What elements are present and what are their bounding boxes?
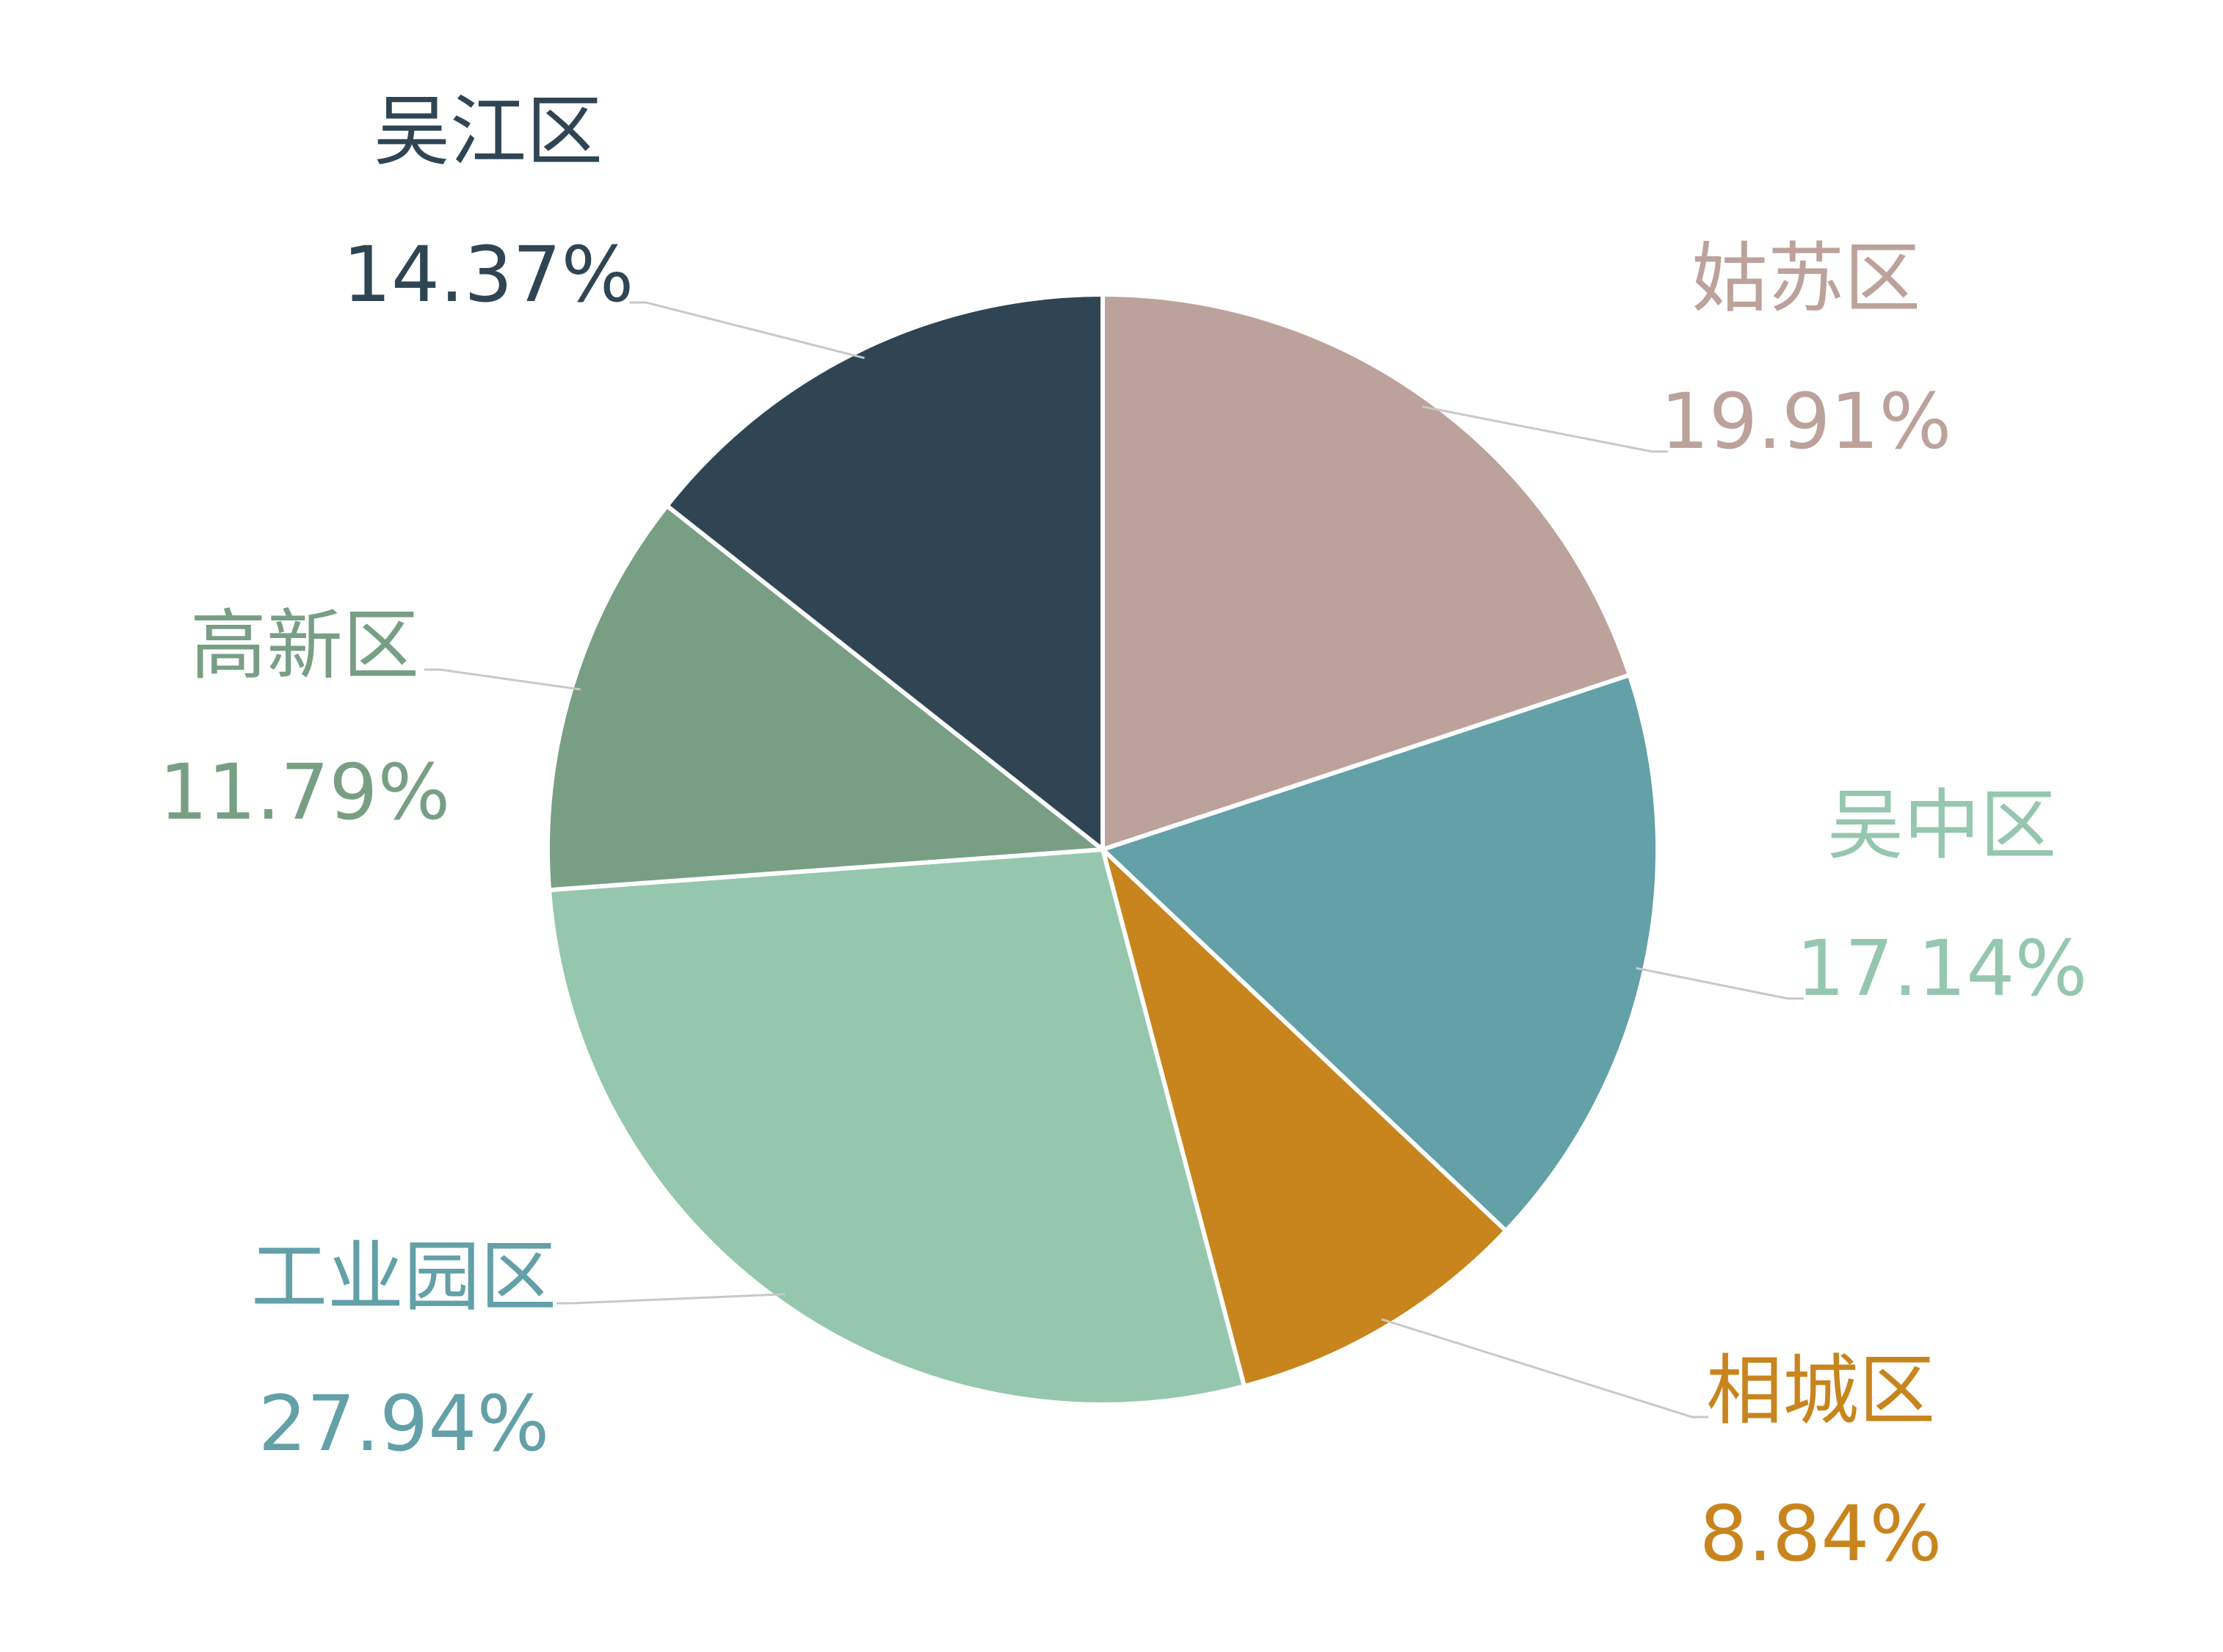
leader-line	[1636, 967, 1804, 1000]
pie-slice	[547, 847, 1247, 1407]
pie-slice	[664, 292, 1105, 852]
leader-lines	[424, 301, 1804, 1419]
slice-name-label: 姑苏区	[1691, 233, 1921, 323]
slice-name-label: 工业园区	[251, 1232, 556, 1322]
pie-slice	[1100, 292, 1632, 852]
pie-slice	[1100, 847, 1509, 1388]
slice-percent-label: 11.79%	[159, 747, 451, 837]
slice-percent-label: 17.14%	[1796, 924, 2088, 1013]
slice-name-label: 吴江区	[374, 87, 603, 176]
slice-percent-label: 27.94%	[258, 1379, 550, 1468]
leader-line	[1381, 1318, 1708, 1419]
leader-line	[424, 668, 581, 691]
pie-slices	[545, 292, 1660, 1407]
leader-line	[556, 1293, 786, 1305]
slice-percent-label: 14.37%	[343, 230, 634, 319]
slice-percent-label: 8.84%	[1700, 1489, 1942, 1579]
leader-line	[1422, 405, 1668, 453]
slice-name-label: 高新区	[190, 601, 419, 690]
slice-percent-label: 19.91%	[1661, 377, 1952, 466]
slice-labels: 姑苏区 19.91% 吴中区 17.14% 相城区 8.84% 工业园区 27.94% 高新区 1…	[159, 87, 2088, 1579]
slice-name-label: 吴中区	[1827, 780, 2056, 870]
leader-line	[630, 301, 865, 360]
slice-name-label: 相城区	[1706, 1346, 1935, 1435]
pie-slice	[545, 503, 1105, 893]
